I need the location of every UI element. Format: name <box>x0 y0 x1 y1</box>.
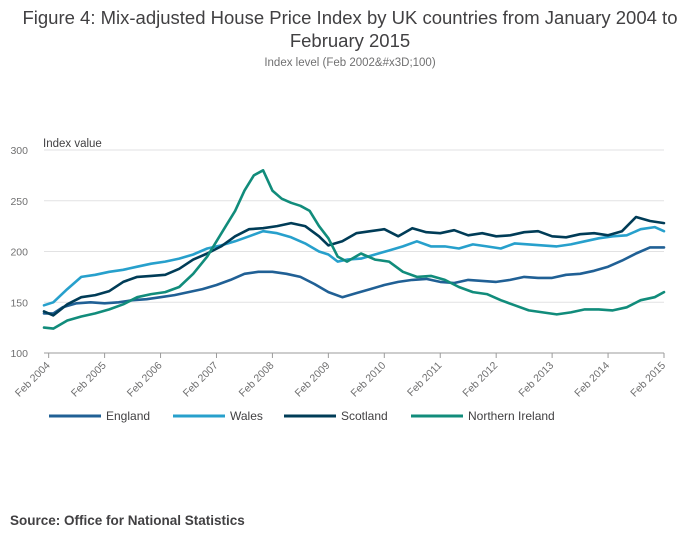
x-tick-label: Feb 2006 <box>125 360 165 400</box>
legend-label: England <box>106 409 150 423</box>
x-tick-label: Feb 2007 <box>181 360 221 400</box>
grid-lines <box>44 149 664 354</box>
chart-title: Figure 4: Mix-adjusted House Price Index… <box>22 7 678 51</box>
x-tick-label: Feb 2014 <box>572 360 612 400</box>
x-tick-label: Feb 2012 <box>460 360 500 400</box>
x-tick-label: Feb 2011 <box>405 360 444 399</box>
y-axis-ticks: 100 150 200 250 300 <box>10 145 28 360</box>
source-note: Source: Office for National Statistics <box>10 513 245 528</box>
legend-label: Wales <box>230 409 263 423</box>
legend: England Wales Scotland Northern Ireland <box>49 409 555 423</box>
x-tick-label: Feb 2010 <box>349 360 389 400</box>
series-line-northern-ireland <box>42 169 666 330</box>
series-lines <box>42 169 666 330</box>
y-tick-label: 150 <box>10 297 28 309</box>
y-tick-label: 300 <box>10 145 28 157</box>
legend-label: Northern Ireland <box>468 409 555 423</box>
x-tick-label: Feb 2013 <box>516 360 556 400</box>
y-tick-label: 200 <box>10 247 28 259</box>
x-tick-label: Feb 2009 <box>293 360 333 400</box>
y-axis-title: Index value <box>43 138 102 150</box>
x-axis: Feb 2004 Feb 2005 Feb 2006 Feb 2007 Feb 2008… <box>13 352 668 400</box>
series-line-wales <box>42 225 666 307</box>
x-tick-label: Feb 2015 <box>628 360 668 400</box>
y-tick-label: 250 <box>10 196 28 208</box>
y-tick-label: 100 <box>10 348 28 360</box>
chart-subtitle: Index level (Feb 2002&#x3D;100) <box>264 57 436 69</box>
legend-label: Scotland <box>341 409 388 423</box>
series-line-scotland <box>42 215 666 317</box>
series-line-england <box>42 246 666 315</box>
x-tick-label: Feb 2008 <box>237 360 277 400</box>
x-tick-label: Feb 2005 <box>69 360 109 400</box>
x-tick-label: Feb 2004 <box>13 360 53 400</box>
